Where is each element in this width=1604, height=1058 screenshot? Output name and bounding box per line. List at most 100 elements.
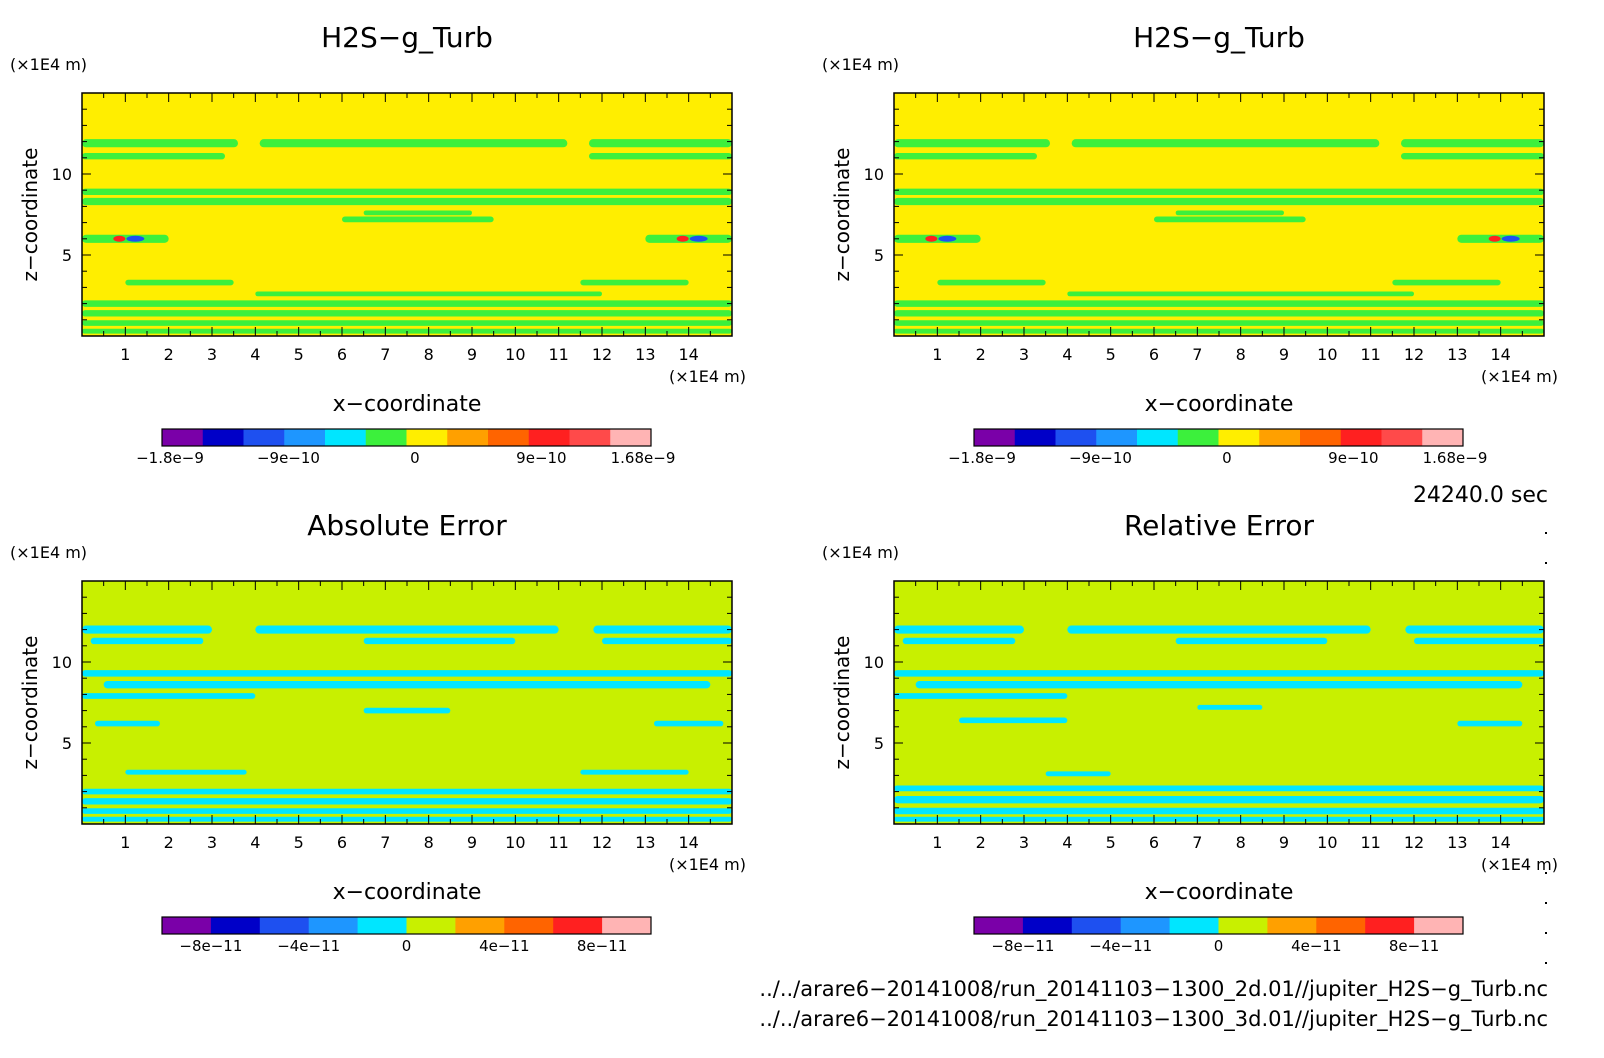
contour-band (103, 681, 711, 689)
x-unit-label: (×1E4 m) (669, 367, 746, 386)
hotspot-positive (113, 235, 126, 242)
contour-field (894, 625, 1544, 822)
hotspot-positive (676, 235, 689, 242)
colorbar-tick-label: 9e−10 (516, 449, 566, 467)
hotspot-negative (689, 235, 708, 242)
plot-background (894, 581, 1544, 824)
contour-band (363, 637, 516, 645)
colorbar-tick-label: 0 (1222, 449, 1232, 467)
x-tick-label: 7 (1192, 833, 1202, 852)
x-tick-label: 8 (424, 345, 434, 364)
contour-band (82, 670, 732, 677)
colorbar-segment (553, 917, 603, 934)
side-dot (1545, 562, 1547, 564)
contour-field (82, 139, 732, 334)
contour-band (1197, 704, 1263, 710)
colorbar-tick-label: 1.68e−9 (1423, 449, 1488, 467)
x-tick-label: 11 (1360, 345, 1380, 364)
x-tick-label: 3 (1019, 345, 1029, 364)
contour-band (894, 310, 1544, 317)
side-dot (1545, 872, 1547, 874)
colorbar-segment (1218, 917, 1268, 934)
x-tick-label: 10 (505, 833, 525, 852)
contour-band (894, 625, 1024, 634)
contour-band (602, 637, 732, 645)
contour-band (1154, 216, 1306, 223)
contour-band (894, 807, 1544, 815)
colorbar-frame (161, 916, 652, 935)
contour-band (1067, 625, 1371, 634)
colorbar: −8e−11 −4e−11 0 4e−11 8e−11 (161, 916, 652, 955)
x-tick-label: 13 (1447, 833, 1467, 852)
x-tick-label: 4 (250, 345, 260, 364)
x-axis-label: x−coordinate (1145, 392, 1294, 417)
contour-band (1175, 637, 1328, 645)
contour-band (593, 625, 732, 634)
colorbar-segment (504, 917, 554, 934)
x-tick-label: 10 (505, 345, 525, 364)
colorbar-segment (1414, 917, 1464, 934)
colorbar-segment (162, 429, 204, 446)
hotspot-negative (938, 235, 957, 242)
contour-band (894, 197, 1544, 206)
colorbar-segment (1137, 429, 1179, 446)
x-axis-label: x−coordinate (333, 392, 482, 417)
colorbar-segment (1177, 429, 1219, 446)
chart-panel-2: H2S−g_Turb (×1E4 m) (×1E4 m) x−coordinate z−… (822, 21, 1558, 467)
contour-band (1401, 139, 1544, 148)
x-tick-label: 11 (548, 345, 568, 364)
contour-field (82, 625, 732, 822)
colorbar-tick-label: −1.8e−9 (136, 449, 204, 467)
side-dot (1545, 962, 1547, 964)
chart-title: H2S−g_Turb (1133, 21, 1305, 54)
colorbar-segment (1422, 429, 1464, 446)
colorbar-segment (259, 917, 310, 934)
x-tick-label: 4 (1062, 833, 1072, 852)
colorbar-segment (528, 429, 570, 446)
x-tick-label: 2 (164, 345, 174, 364)
x-tick-label: 1 (932, 833, 942, 852)
x-tick-label: 2 (164, 833, 174, 852)
side-dot (1545, 532, 1547, 534)
colorbar-tick-label: −4e−11 (277, 937, 340, 955)
x-axis-label: x−coordinate (1145, 880, 1294, 905)
y-tick-label: 10 (864, 653, 884, 672)
contour-band (959, 717, 1068, 724)
file-path-2d: ../../arare6−20141008/run_20141103−1300_… (759, 977, 1548, 1002)
colorbar-tick-label: 4e−11 (479, 937, 529, 955)
contour-band (95, 720, 160, 727)
colorbar-segment (1022, 917, 1073, 934)
colorbar-segment (974, 429, 1016, 446)
contour-band (363, 210, 472, 216)
x-tick-label: 6 (337, 833, 347, 852)
colorbar-segment (1300, 429, 1342, 446)
x-tick-label: 12 (1404, 345, 1424, 364)
x-tick-label: 10 (1317, 345, 1337, 364)
contour-band (1071, 139, 1380, 148)
colorbar: −1.8e−9 −9e−10 0 9e−10 1.68e−9 (136, 428, 675, 467)
colorbar-tick-label: 8e−11 (577, 937, 627, 955)
colorbar-tick-label: 0 (410, 449, 420, 467)
colorbar: −1.8e−9 −9e−10 0 9e−10 1.68e−9 (948, 428, 1488, 467)
contour-band (894, 300, 1544, 307)
x-tick-label: 11 (1360, 833, 1380, 852)
contour-band (1405, 625, 1544, 634)
x-tick-label: 7 (1192, 345, 1202, 364)
colorbar-segment (602, 917, 652, 934)
x-tick-label: 7 (380, 345, 390, 364)
contour-band (90, 637, 204, 645)
colorbar-segment (1316, 917, 1366, 934)
chart-panel-1: H2S−g_Turb (×1E4 m) (×1E4 m) x−coordinate z−… (10, 21, 746, 467)
contour-band (589, 139, 732, 148)
contour-band (82, 300, 732, 307)
colorbar-segment (1365, 917, 1415, 934)
x-tick-label: 7 (380, 833, 390, 852)
colorbar-segment (610, 429, 652, 446)
x-tick-label: 12 (1404, 833, 1424, 852)
colorbar-tick-label: −1.8e−9 (948, 449, 1016, 467)
colorbar-segment (202, 429, 244, 446)
y-axis-label: z−coordinate (18, 148, 42, 282)
contour-band (894, 693, 1068, 699)
colorbar-segment (1055, 429, 1097, 446)
colorbar-tick-label: −9e−10 (257, 449, 320, 467)
